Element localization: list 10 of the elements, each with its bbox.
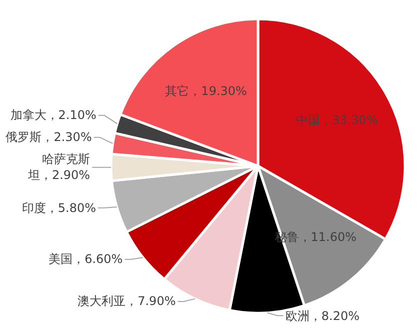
slice-label: 加拿大，2.10% [10,107,96,124]
slice-label: 欧洲，8.20% [285,308,360,324]
slice-label: 中国，33.30% [296,112,378,128]
slice-label: 澳大利亚，7.90% [78,293,176,310]
slice-label: 俄罗斯，2.30% [6,129,92,146]
slice-label: 秘鲁，11.60% [274,228,357,245]
slice-label: 美国，6.60% [48,251,123,268]
slice-label: 哈萨克斯坦，2.90% [28,151,90,184]
slice-label: 印度，5.80% [22,200,96,216]
slice-label: 其它，19.30% [165,83,247,100]
